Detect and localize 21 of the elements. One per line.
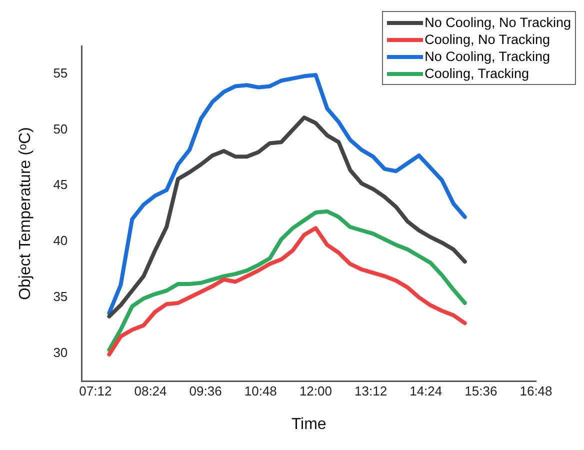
y-tick-label: 30 <box>53 344 68 360</box>
x-tick-label: 12:00 <box>299 384 332 399</box>
y-axis-title: Object Temperature (ᵒC) <box>17 127 34 300</box>
x-axis-title: Time <box>291 416 326 433</box>
x-tick-label: 16:48 <box>520 384 552 399</box>
x-tick-label: 08:24 <box>134 384 167 399</box>
x-tick-label: 10:48 <box>244 384 277 399</box>
x-tick-label: 15:36 <box>464 384 498 399</box>
legend-label: No Cooling, Tracking <box>424 48 550 65</box>
x-tick-label: 07:12 <box>79 384 112 399</box>
legend-label: Cooling, No Tracking <box>424 31 550 48</box>
legend-label: Cooling, Tracking <box>424 65 529 82</box>
y-tick-label: 35 <box>53 288 68 304</box>
y-tick-label: 40 <box>53 233 68 248</box>
x-tick-label: 14:24 <box>410 384 442 399</box>
x-tick-label: 09:36 <box>189 384 222 399</box>
y-tick-label: 55 <box>53 66 68 81</box>
y-tick-label: 45 <box>53 177 68 192</box>
y-tick-label: 50 <box>53 121 68 136</box>
x-tick-label: 13:12 <box>354 384 388 399</box>
legend-label: No Cooling, No Tracking <box>424 14 571 31</box>
